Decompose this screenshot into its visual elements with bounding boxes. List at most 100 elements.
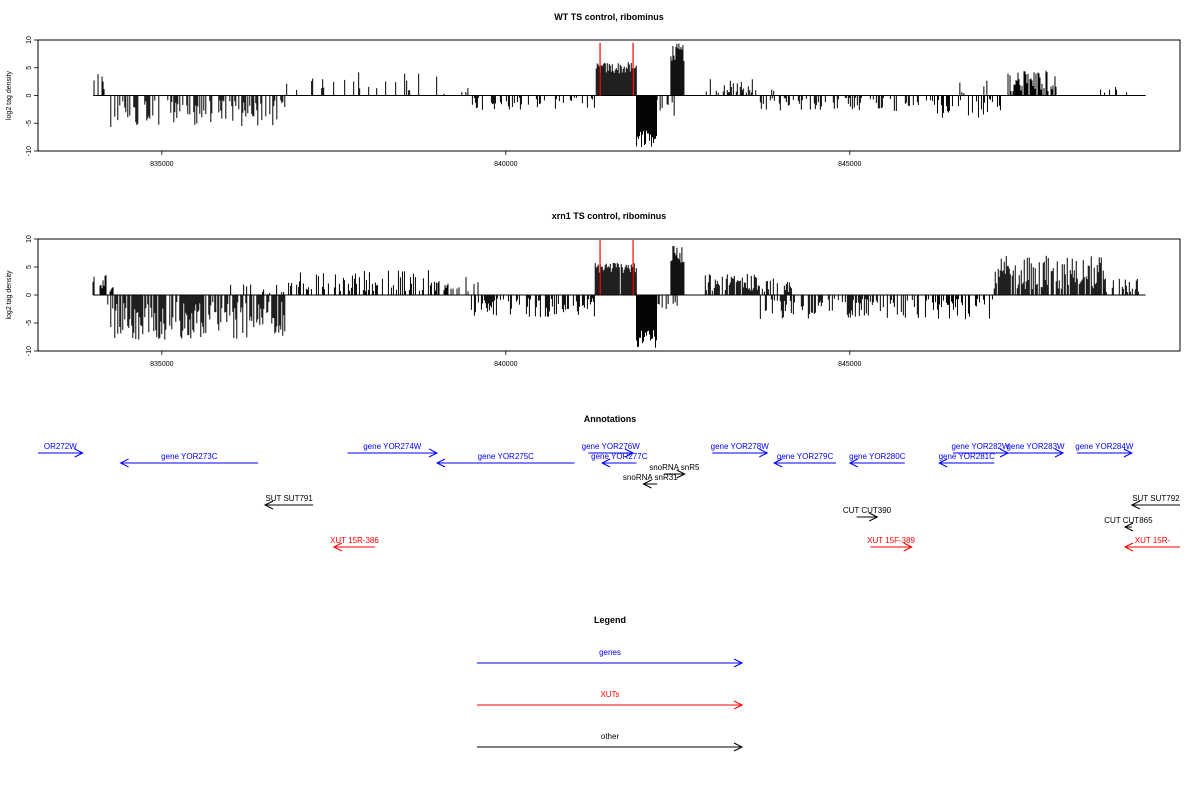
x-tick-label: 835000 xyxy=(150,161,173,168)
arrow-head xyxy=(938,458,948,468)
annotation-arrow xyxy=(712,448,769,458)
annotation-other: SUT SUT791 xyxy=(263,494,314,510)
x-tick-label: 840000 xyxy=(494,361,517,368)
arrow-head xyxy=(428,448,439,458)
annotation-xut: XUT 15R-386 xyxy=(330,536,379,552)
x-tick-label: 845000 xyxy=(838,161,861,168)
track-1: WT TS control, ribominus 10 5 0 -5 -10 log2 ta… xyxy=(6,12,1181,168)
annotation-gene: gene YOR281C xyxy=(938,452,996,468)
annotation-label: XUT 15R-386 xyxy=(330,536,379,545)
legend-title: Legend xyxy=(594,615,626,625)
x-tick-label: 835000 xyxy=(150,361,173,368)
x-tick-label: 845000 xyxy=(838,361,861,368)
annotation-gene: gene YOR275C xyxy=(435,452,575,468)
annotation-label: snoRNA snR31 xyxy=(623,473,678,482)
annotation-label: gene YOR276W xyxy=(582,442,641,451)
annotation-other: SUT SUT792 xyxy=(1130,494,1180,510)
arrow-head xyxy=(733,700,744,710)
annotation-label: SUT SUT792 xyxy=(1132,494,1180,503)
annotation-gene: gene YOR274W xyxy=(347,442,439,458)
annotation-label: gene YOR281C xyxy=(939,452,996,461)
legend-label: other xyxy=(601,732,620,741)
annotation-arrow xyxy=(38,448,84,458)
annotation-label: gene YOR283W xyxy=(1006,442,1065,451)
annotation-label: CUT CUT390 xyxy=(843,506,892,515)
arrow-head xyxy=(1130,500,1141,510)
arrow-head xyxy=(1054,448,1065,458)
arrow-head xyxy=(759,448,769,458)
annotation-arrow xyxy=(347,448,439,458)
annotation-label: OR272W xyxy=(44,442,77,451)
annotation-arrow xyxy=(1130,500,1180,510)
annotation-arrow xyxy=(664,469,686,479)
annotation-label: gene YOR284W xyxy=(1075,442,1134,451)
annotation-label: XUT 15F-389 xyxy=(867,536,915,545)
arrow-head xyxy=(772,458,783,468)
annotation-other: snoRNA snR5 xyxy=(649,463,700,479)
coverage-tracks: WT TS control, ribominus 10 5 0 -5 -10 log2 ta… xyxy=(6,12,1181,368)
annotation-arrow xyxy=(435,458,575,468)
annotation-gene: gene YOR280C xyxy=(848,452,906,468)
annotation-other: snoRNA snR31 xyxy=(623,473,678,489)
arrow-head xyxy=(435,458,446,468)
x-tick-label: 840000 xyxy=(494,161,517,168)
annotation-label: gene YOR282W xyxy=(951,442,1010,451)
y-tick-label: -10 xyxy=(26,146,33,156)
annotation-arrow xyxy=(601,458,637,468)
annotation-xut: XUT 15F-389 xyxy=(867,536,916,552)
annotation-gene: gene YOR284W xyxy=(1075,442,1134,458)
legend-arrow xyxy=(477,742,744,752)
legend-item: XUTs xyxy=(477,690,744,710)
annotation-other: CUT CUT390 xyxy=(843,506,892,522)
annotation-gene: gene YOR276W xyxy=(582,442,641,458)
annotation-other: CUT CUT865 xyxy=(1104,516,1153,532)
y-tick-label: 0 xyxy=(26,93,33,97)
annotation-label: gene YOR274W xyxy=(363,442,422,451)
legend-label: XUTs xyxy=(600,690,619,699)
arrow-head xyxy=(903,542,913,552)
annotation-label: CUT CUT865 xyxy=(1104,516,1153,525)
annotation-label: gene YOR277C xyxy=(591,452,648,461)
legend-item: genes xyxy=(477,648,744,668)
y-tick-label: 10 xyxy=(26,36,33,44)
annotation-arrow xyxy=(119,458,259,468)
arrow-head xyxy=(332,542,343,552)
annotations-title: Annotations xyxy=(584,414,637,424)
arrow-head xyxy=(74,448,84,458)
annotation-label: XUT 15R- xyxy=(1135,536,1171,545)
annotation-arrow xyxy=(1008,448,1065,458)
arrow-head xyxy=(1123,542,1134,552)
annotation-label: gene YOR279C xyxy=(777,452,834,461)
arrow-head xyxy=(733,658,744,668)
legend-panel: Legend genes XUTs other xyxy=(477,615,744,752)
y-tick-label: -5 xyxy=(26,320,33,326)
annotation-gene: OR272W xyxy=(38,442,84,458)
arrow-head xyxy=(601,458,611,468)
annotation-arrow xyxy=(856,512,879,522)
annotation-arrow xyxy=(263,500,314,510)
annotation-arrow xyxy=(772,458,837,468)
y-tick-label: 5 xyxy=(26,265,33,269)
annotation-gene: gene YOR273C xyxy=(119,452,259,468)
annotation-gene: gene YOR279C xyxy=(772,452,837,468)
y-tick-label: -10 xyxy=(26,346,33,356)
annotation-arrow xyxy=(848,458,905,468)
arrow-head xyxy=(119,458,129,468)
y-tick-label: -5 xyxy=(26,120,33,126)
annotation-gene: gene YOR277C xyxy=(591,452,648,468)
legend-label: genes xyxy=(599,648,621,657)
annotation-label: snoRNA snR5 xyxy=(649,463,700,472)
y-tick-label: 5 xyxy=(26,66,33,70)
annotation-gene: gene YOR278W xyxy=(711,442,770,458)
annotation-panel: Annotations OR272W gene YOR273C gene YOR274… xyxy=(38,414,1180,552)
annotation-label: SUT SUT791 xyxy=(265,494,313,503)
annotation-arrow xyxy=(1123,542,1180,552)
annotation-arrow xyxy=(1076,448,1133,458)
annotation-xut: XUT 15R- xyxy=(1123,536,1180,552)
y-axis-label: log2 tag density xyxy=(6,270,13,320)
annotation-label: gene YOR280C xyxy=(849,452,906,461)
annotation-label: gene YOR278W xyxy=(711,442,770,451)
annotation-label: gene YOR275C xyxy=(478,452,535,461)
